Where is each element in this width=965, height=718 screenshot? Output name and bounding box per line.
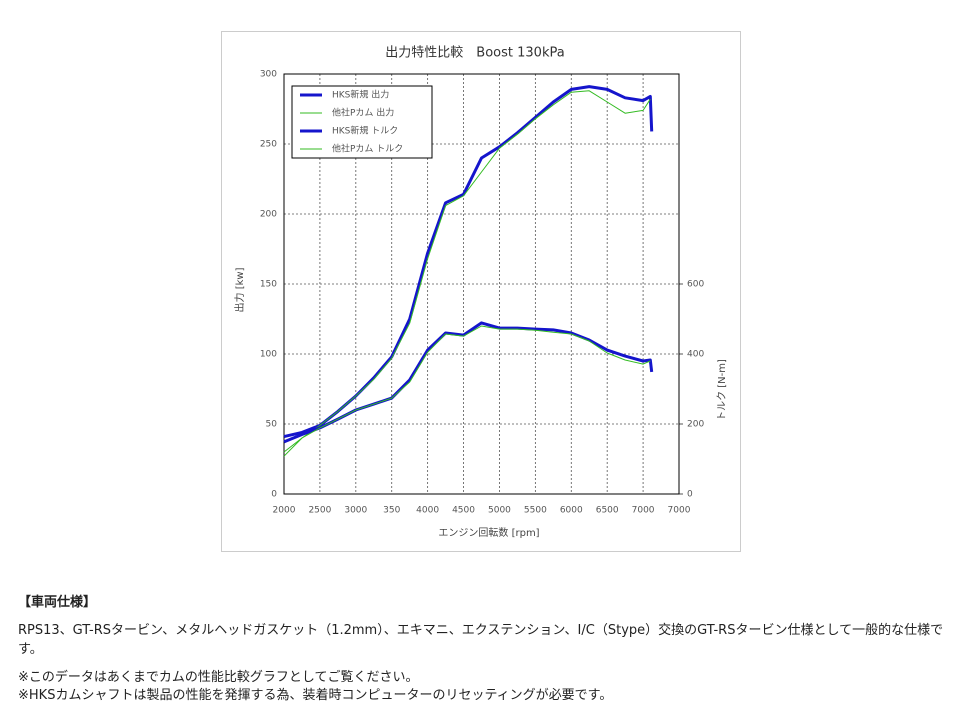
chart: 出力特性比較 Boost 130kPa エンジン回転数 [rpm] 出力 [kw… <box>221 31 741 552</box>
y-tick-label: 0 <box>271 490 277 500</box>
x-tick-label: 5000 <box>488 506 511 516</box>
x-tick-label: 4000 <box>416 506 439 516</box>
series-line <box>283 90 651 457</box>
y-tick-label: 150 <box>260 280 277 290</box>
specs-body: RPS13、GT-RSタービン、メタルヘッドガスケット（1.2mm）、エキマニ、… <box>18 623 944 657</box>
x-tick-label: 3000 <box>344 506 367 516</box>
legend-box <box>291 85 433 159</box>
y-tick-label: 250 <box>260 140 277 150</box>
x-axis-label: エンジン回転数 [rpm] <box>438 526 539 539</box>
x-tick-label: 2000 <box>273 506 296 516</box>
legend-label: HKS新規 トルク <box>332 125 398 137</box>
x-tick-label: 6000 <box>560 506 583 516</box>
legend-label: HKS新規 出力 <box>332 89 389 101</box>
x-tick-label: 7000 <box>668 506 691 516</box>
y-tick-label: 100 <box>260 350 277 360</box>
x-tick-label: 2500 <box>308 506 331 516</box>
y2-tick-label: 0 <box>687 490 693 500</box>
legend-label: 他社Pカム 出力 <box>332 107 394 119</box>
x-tick-label: 4500 <box>452 506 475 516</box>
legend-label: 他社Pカム トルク <box>332 143 403 155</box>
y-tick-label: 200 <box>260 210 277 220</box>
x-tick-label: 7000 <box>632 506 655 516</box>
plot-border <box>283 73 680 495</box>
y2-tick-label: 400 <box>687 350 704 360</box>
chart-title: 出力特性比較 Boost 130kPa <box>385 46 564 61</box>
note: ※このデータはあくまでカムの性能比較グラフとしてご覧ください。 <box>18 670 419 685</box>
series-line <box>283 325 651 453</box>
x-tick-label: 350 <box>383 506 400 516</box>
y2-tick-label: 600 <box>687 280 704 290</box>
y-axis-label: 出力 [kw] <box>233 267 246 312</box>
specs-heading: 【車両仕様】 <box>18 595 97 610</box>
x-tick-label: 5500 <box>524 506 547 516</box>
y2-axis-label: トルク [N-m] <box>716 359 728 421</box>
x-tick-label: 6500 <box>596 506 619 516</box>
y2-tick-label: 200 <box>687 420 704 430</box>
note: ※HKSカムシャフトは製品の性能を発揮する為、装着時コンピューターのリセッティン… <box>18 688 613 703</box>
y-tick-label: 50 <box>266 420 278 430</box>
y-tick-label: 300 <box>260 70 277 80</box>
